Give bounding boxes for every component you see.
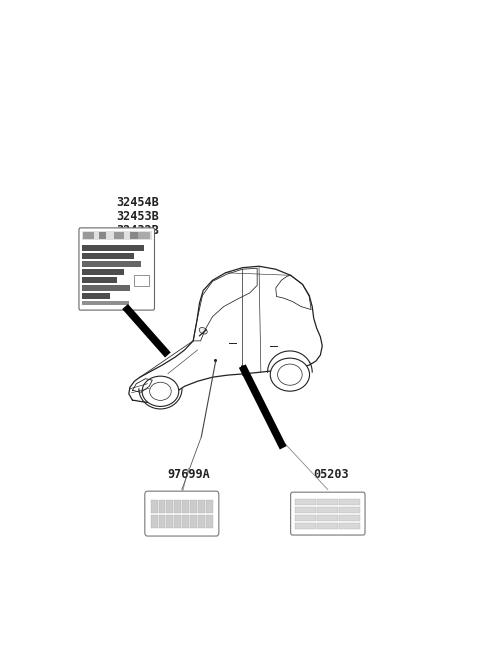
Bar <box>198 500 204 513</box>
Bar <box>206 515 213 528</box>
Bar <box>182 515 189 528</box>
Bar <box>317 507 338 513</box>
Bar <box>174 500 181 513</box>
Bar <box>83 301 130 305</box>
Bar <box>138 233 150 240</box>
Bar <box>339 498 360 505</box>
Text: 05203: 05203 <box>314 468 349 481</box>
Bar <box>83 285 131 291</box>
Bar <box>182 500 189 513</box>
Bar <box>295 523 316 529</box>
Bar <box>198 515 204 528</box>
FancyBboxPatch shape <box>290 492 365 535</box>
Bar <box>158 515 166 528</box>
Ellipse shape <box>270 358 310 391</box>
Text: 32454B: 32454B <box>117 196 159 209</box>
Bar <box>82 231 152 240</box>
Bar <box>158 500 166 513</box>
Bar <box>295 498 316 505</box>
FancyBboxPatch shape <box>79 228 155 310</box>
Ellipse shape <box>142 376 179 406</box>
Ellipse shape <box>199 328 207 334</box>
Bar <box>151 515 157 528</box>
Bar <box>167 515 173 528</box>
Bar <box>317 523 338 529</box>
Bar <box>83 277 117 283</box>
Text: 97699A: 97699A <box>167 468 210 481</box>
Bar <box>83 293 110 299</box>
Bar <box>206 500 213 513</box>
Bar <box>339 507 360 513</box>
Bar <box>190 515 197 528</box>
Bar <box>295 515 316 521</box>
Ellipse shape <box>150 383 171 400</box>
Bar <box>317 515 338 521</box>
Bar <box>339 523 360 529</box>
Bar <box>151 500 157 513</box>
Bar <box>83 253 134 259</box>
Bar <box>83 261 141 267</box>
Bar <box>174 515 181 528</box>
Bar <box>295 507 316 513</box>
Bar <box>114 233 124 240</box>
Ellipse shape <box>277 364 302 385</box>
Bar <box>167 500 173 513</box>
Bar <box>339 515 360 521</box>
Bar <box>190 500 197 513</box>
Text: 32432B: 32432B <box>117 224 159 237</box>
Bar <box>99 233 106 240</box>
FancyBboxPatch shape <box>145 491 219 536</box>
Bar <box>83 269 124 275</box>
Bar <box>317 498 338 505</box>
Bar <box>134 275 149 286</box>
Bar <box>83 233 94 240</box>
Bar <box>130 233 138 240</box>
Bar <box>83 244 144 251</box>
Text: 32453B: 32453B <box>117 210 159 223</box>
